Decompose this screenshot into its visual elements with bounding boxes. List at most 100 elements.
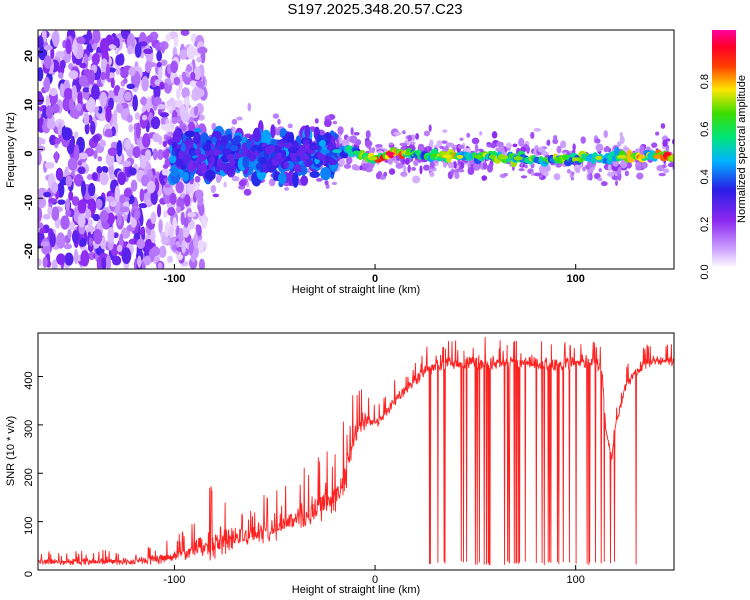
spectrogram-blob — [108, 44, 117, 50]
spectrogram-blob — [85, 225, 96, 235]
spectrogram-blob — [287, 123, 293, 129]
spectrogram-blob — [496, 141, 504, 148]
spectrogram-blob — [71, 230, 80, 244]
spectrogram-blob — [63, 243, 73, 250]
spectrogram-blob — [364, 140, 373, 148]
spectrogram-ridge-mark — [638, 154, 646, 159]
spectrogram-blob — [105, 105, 112, 123]
spectrogram-ridge-mark — [192, 161, 200, 169]
spectrogram-blob — [186, 65, 193, 72]
spectrogram-blob — [157, 149, 164, 161]
spectrogram-blob — [400, 171, 408, 177]
spectrogram-blob — [99, 37, 110, 54]
colorbar — [712, 30, 736, 268]
spectrogram-ridge-mark — [385, 151, 395, 156]
spectrogram-blob — [350, 127, 354, 136]
spectrogram-ridge-mark — [283, 161, 290, 169]
spectrogram-blob — [361, 163, 370, 169]
spectrogram-blob — [537, 147, 546, 153]
spectrogram-blob — [68, 191, 74, 201]
spectrogram-blob — [175, 88, 181, 100]
spectrogram-blob — [157, 262, 163, 269]
spectrogram-blob — [143, 255, 152, 266]
spectrogram-blob — [247, 102, 252, 112]
spectrogram-blob — [93, 228, 103, 245]
spectrogram-blob — [88, 114, 93, 124]
spectrogram-ridge-mark — [259, 157, 267, 165]
spectrogram-blob — [402, 130, 406, 135]
spectrogram-blob — [198, 258, 206, 269]
spectrogram-blob — [38, 149, 41, 166]
spectrogram-blob — [144, 149, 152, 161]
spectrogram-blob — [349, 135, 358, 144]
spectrogram-blob — [375, 172, 381, 180]
spectrogram-blob — [482, 161, 488, 170]
spectrogram-ridge-mark — [202, 144, 212, 152]
spectrogram-ridge-mark — [200, 154, 207, 162]
spectrogram-blob — [86, 174, 94, 180]
spectrogram-blob — [533, 172, 542, 177]
spectrogram-blob — [177, 115, 181, 121]
spectrogram-blob — [133, 209, 141, 220]
spectrogram-blob — [43, 55, 52, 69]
spectrogram-blob — [148, 112, 153, 120]
spectrogram-blob — [175, 107, 179, 111]
spectrogram-blob — [38, 222, 44, 229]
spectrogram-blob — [38, 110, 42, 119]
spectrogram-blob — [43, 76, 51, 93]
spectrogram-blob — [71, 85, 78, 102]
spectrogram-blob — [150, 228, 156, 244]
spectrogram-blob — [167, 131, 174, 137]
spectrogram-ridge-mark — [456, 154, 464, 159]
spectrogram-blob — [173, 76, 181, 86]
spectrogram-blob — [389, 142, 394, 146]
spectrogram-blob — [453, 161, 457, 169]
spectrogram-blob — [156, 50, 163, 62]
spectrogram-blob — [109, 173, 116, 181]
colorbar-label: Normalized spectral amplitude — [736, 75, 748, 223]
spectrogram-blob — [73, 144, 80, 162]
spectrogram-blob — [99, 139, 107, 148]
spectrogram-blob — [123, 188, 132, 198]
spectrogram-ridge-mark — [180, 163, 187, 171]
spectrogram-blob — [518, 168, 525, 172]
spectrogram-blob — [115, 103, 124, 114]
spectrogram-ridge-mark — [249, 155, 255, 162]
spectrogram-blob — [375, 144, 383, 148]
spectrogram-ridge-mark — [277, 142, 284, 148]
spectrogram-blob — [100, 71, 107, 81]
spectrogram-blob — [144, 60, 152, 73]
spectrogram-blob — [417, 143, 425, 152]
spectrogram-blob — [582, 166, 586, 172]
spectrogram-blob — [110, 77, 115, 89]
spectrogram-blob — [127, 45, 133, 55]
colorbar-tick-label: 0.4 — [699, 169, 711, 184]
spectrogram-blob — [215, 174, 222, 184]
spectrogram-blob — [122, 160, 132, 168]
spectrogram-blob — [105, 254, 112, 269]
spectrogram-blob — [91, 53, 100, 66]
spectrogram-blob — [598, 168, 603, 173]
spectrogram-blob — [409, 141, 416, 145]
spectrogram-blob — [97, 106, 103, 114]
spectrogram-blob — [54, 151, 59, 164]
spectrogram-blob — [194, 88, 205, 98]
spectrogram-blob — [100, 237, 107, 250]
spectrogram-blob — [139, 213, 144, 227]
y-tick-label: -20 — [23, 243, 35, 259]
spectrogram-blob — [170, 60, 179, 74]
spectrogram-blob — [442, 129, 448, 133]
spectrogram-blob — [607, 164, 612, 172]
spectrogram-blob — [57, 121, 62, 136]
spectrogram-ridge-mark — [229, 159, 236, 167]
spectrogram-blob — [88, 97, 96, 111]
spectrogram-blob — [116, 244, 123, 253]
spectrogram-ridge-mark — [474, 154, 483, 159]
spectrogram-blob — [183, 194, 191, 207]
spectrogram-blob — [277, 118, 281, 125]
spectrogram-blob — [84, 122, 90, 135]
spectrogram-blob — [124, 91, 132, 102]
spectrogram-blob — [65, 198, 70, 212]
spectrogram-blob — [96, 257, 102, 269]
